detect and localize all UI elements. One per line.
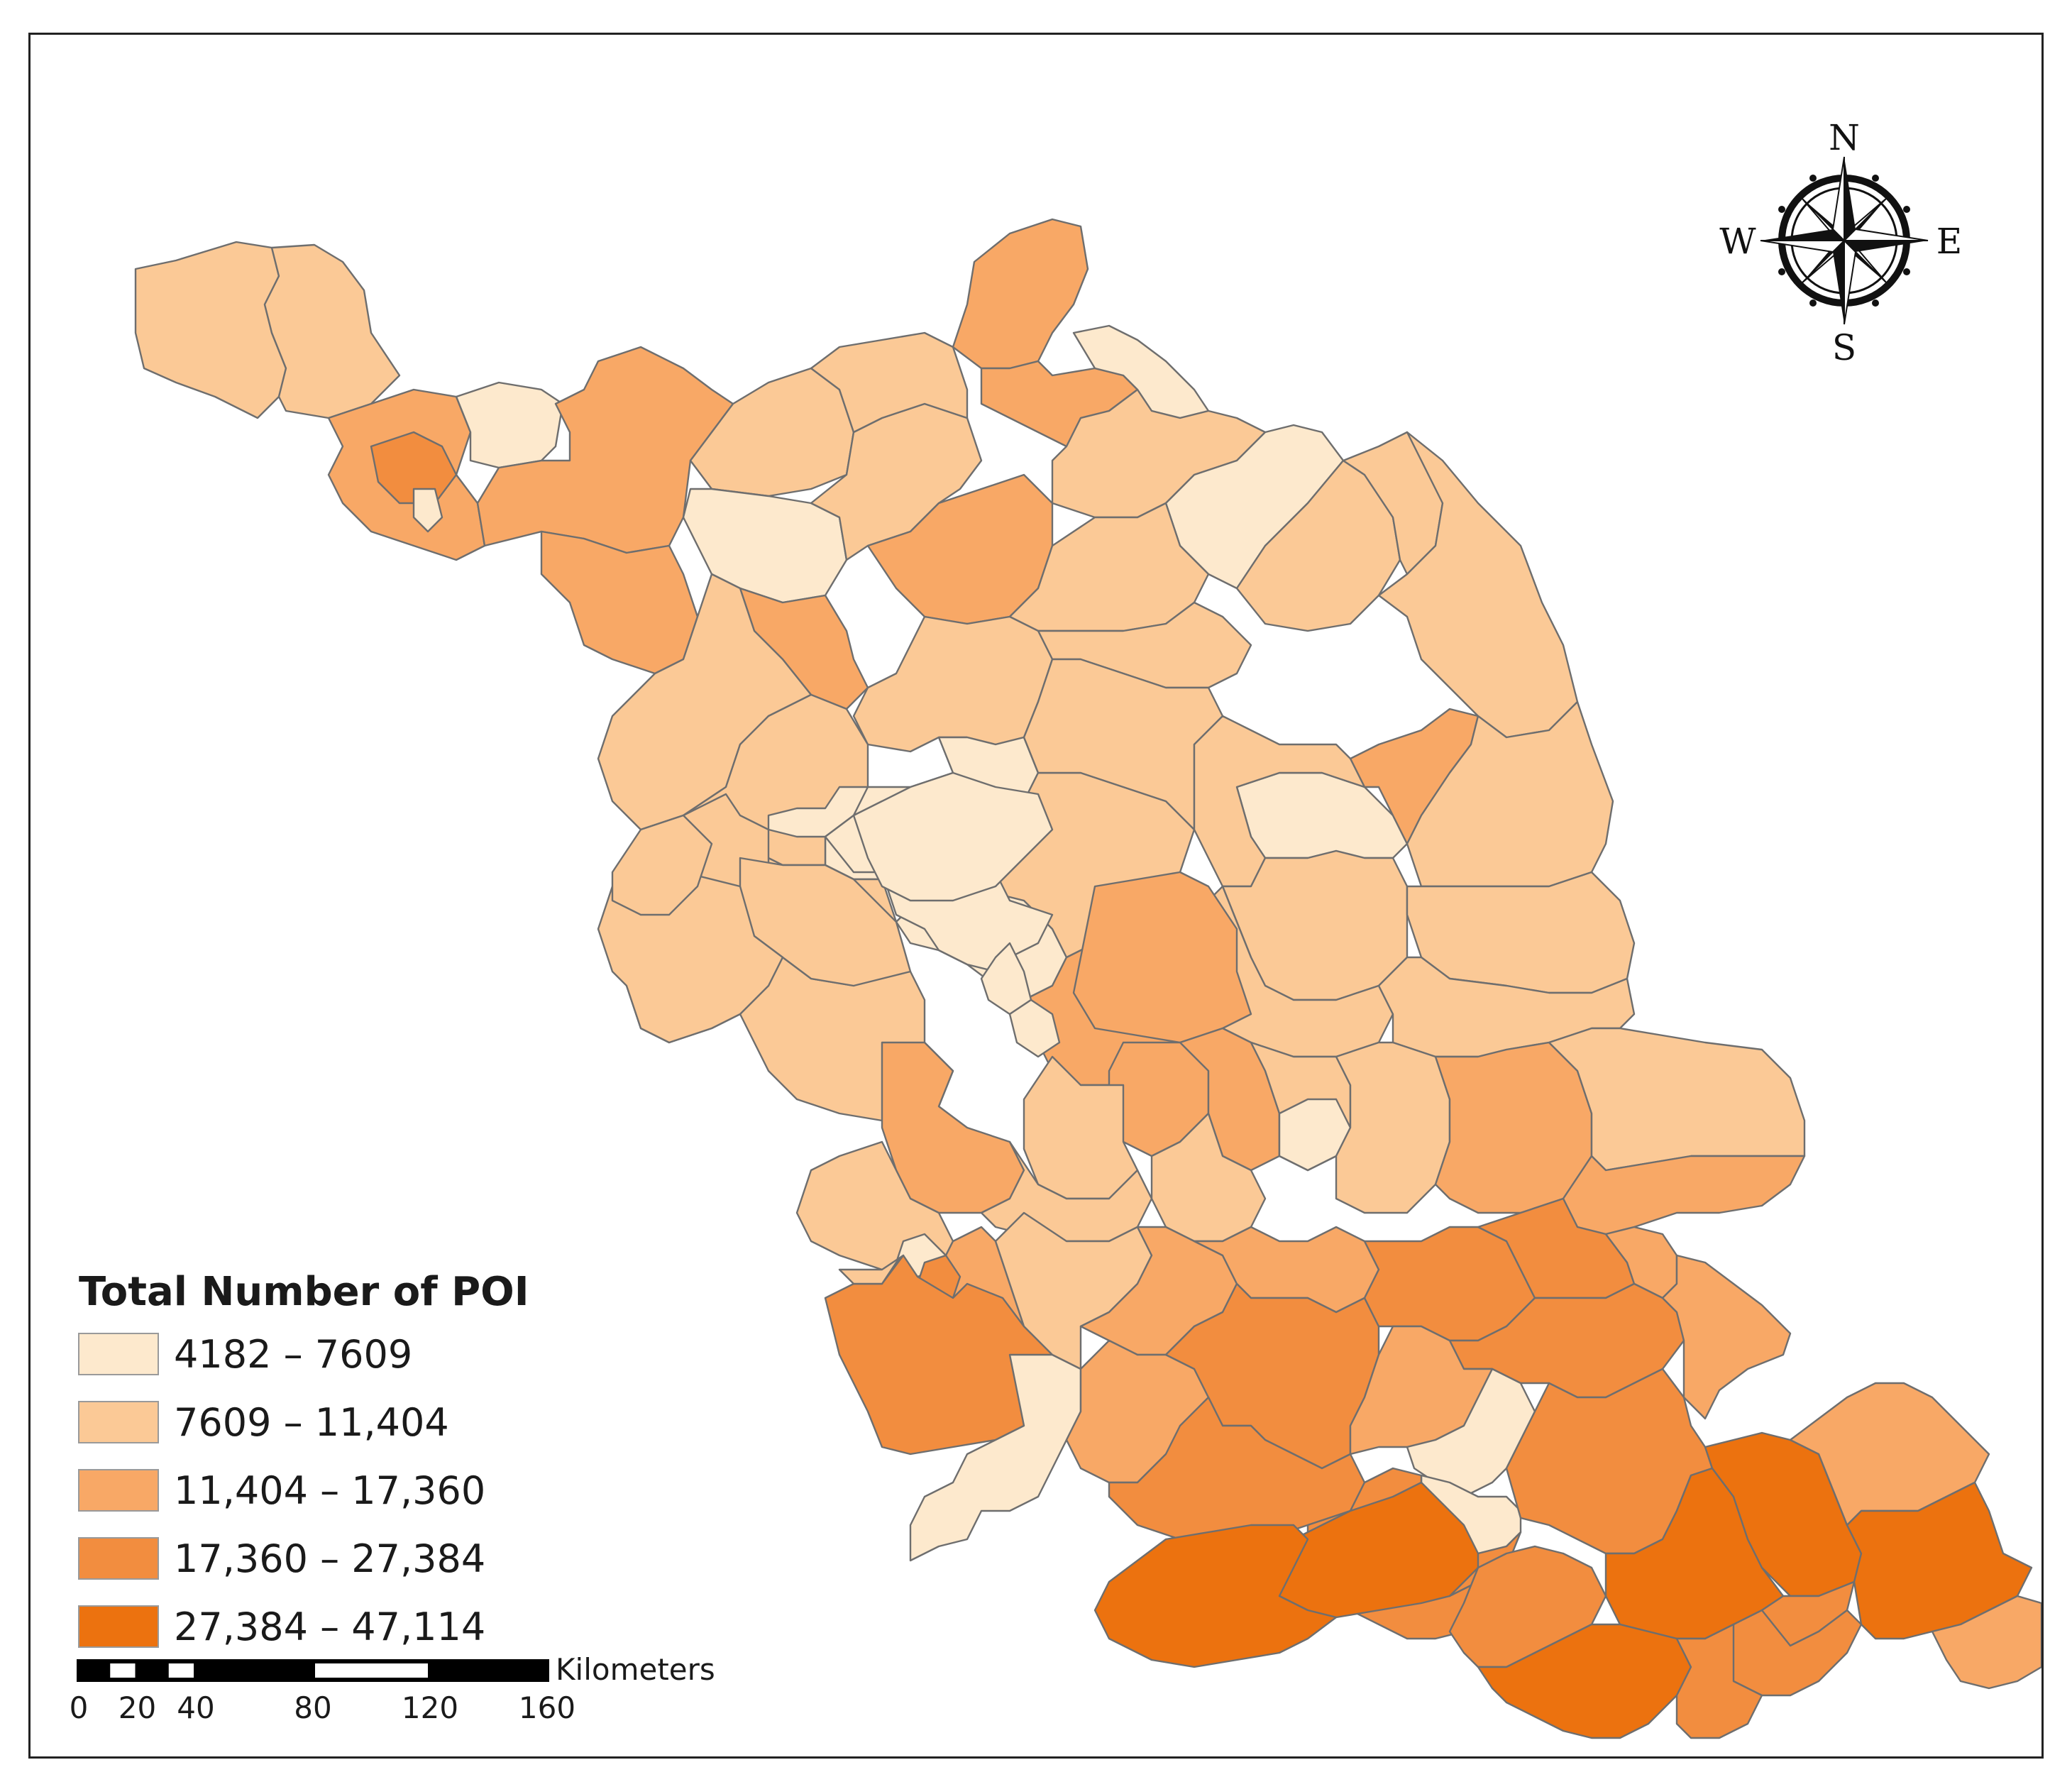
map-frame: Total Number of POI 4182 – 7609 7609 – 11… — [28, 33, 2044, 1759]
legend-items: 4182 – 7609 7609 – 11,404 11,404 – 17,360 1… — [78, 1332, 485, 1649]
scale-tick-label: 0 — [70, 1690, 89, 1725]
scale-bar-segments — [77, 1659, 549, 1682]
region — [540, 530, 699, 675]
legend-label: 27,384 – 47,114 — [174, 1605, 485, 1649]
legend-item: 17,360 – 27,384 — [78, 1536, 485, 1581]
scale-bar-segment — [135, 1659, 169, 1682]
scale-tick-label: 20 — [119, 1690, 156, 1725]
scale-tick-label: 80 — [294, 1690, 331, 1725]
scale-bar-segment — [428, 1659, 549, 1682]
region — [263, 243, 401, 419]
scale-bar-segment — [164, 1659, 198, 1682]
region — [1072, 871, 1252, 1044]
scale-tick-label: 120 — [402, 1690, 458, 1725]
legend-swatch — [78, 1605, 159, 1648]
region — [1661, 1254, 1792, 1420]
region — [1008, 998, 1061, 1058]
legend-swatch — [78, 1401, 159, 1443]
choropleth-map: Total Number of POI 4182 – 7609 7609 – 11… — [70, 117, 2041, 1739]
scale-bar-segment — [194, 1659, 315, 1682]
region — [1931, 1595, 2041, 1690]
region — [1434, 1041, 1593, 1214]
legend-label: 17,360 – 27,384 — [174, 1536, 485, 1581]
legend-item: 27,384 – 47,114 — [78, 1605, 485, 1649]
legend-swatch — [78, 1469, 159, 1512]
legend-item: 4182 – 7609 — [78, 1332, 412, 1377]
legend-item: 11,404 – 17,360 — [78, 1468, 485, 1513]
scale-tick-label: 160 — [519, 1690, 575, 1725]
region — [852, 771, 1054, 902]
legend: Total Number of POI 4182 – 7609 7609 – 11… — [78, 1269, 529, 1649]
compass-north-label: N — [1829, 117, 1860, 158]
legend-label: 7609 – 11,404 — [174, 1400, 449, 1445]
region — [611, 814, 713, 916]
scale-tick-label: 40 — [177, 1690, 214, 1725]
compass-star-icon — [1760, 156, 1929, 325]
legend-item: 7609 – 11,404 — [78, 1400, 449, 1445]
north-arrow: N S E W — [1719, 117, 1962, 368]
region — [455, 381, 564, 469]
region — [134, 241, 287, 419]
compass-east-label: E — [1936, 221, 1963, 262]
legend-swatch — [78, 1333, 159, 1375]
scale-bar-segment — [77, 1659, 111, 1682]
scale-bar-ticks: 0 20 40 80 120 160 — [70, 1690, 575, 1725]
region — [1150, 1112, 1267, 1243]
compass-west-label: W — [1719, 221, 1756, 262]
region — [810, 331, 969, 434]
region — [1675, 1623, 1763, 1739]
region — [1093, 1524, 1338, 1668]
region — [852, 615, 1054, 753]
legend-swatch — [78, 1537, 159, 1580]
region — [1562, 1155, 1806, 1236]
region — [412, 488, 443, 533]
scale-bar-segment — [106, 1659, 140, 1682]
compass-south-label: S — [1832, 327, 1856, 368]
legend-label: 4182 – 7609 — [174, 1332, 412, 1377]
legend-label: 11,404 – 17,360 — [174, 1468, 485, 1513]
region — [838, 1254, 905, 1285]
legend-title: Total Number of POI — [79, 1269, 529, 1315]
scale-bar-segment — [311, 1659, 432, 1682]
region — [952, 218, 1089, 370]
scale-bar: Kilometers 0 20 40 80 120 160 — [70, 1652, 715, 1725]
region — [767, 786, 869, 838]
region — [370, 431, 458, 505]
region — [1335, 1041, 1451, 1214]
map-regions — [134, 218, 2041, 1739]
region — [689, 367, 855, 497]
scale-unit: Kilometers — [556, 1652, 715, 1687]
